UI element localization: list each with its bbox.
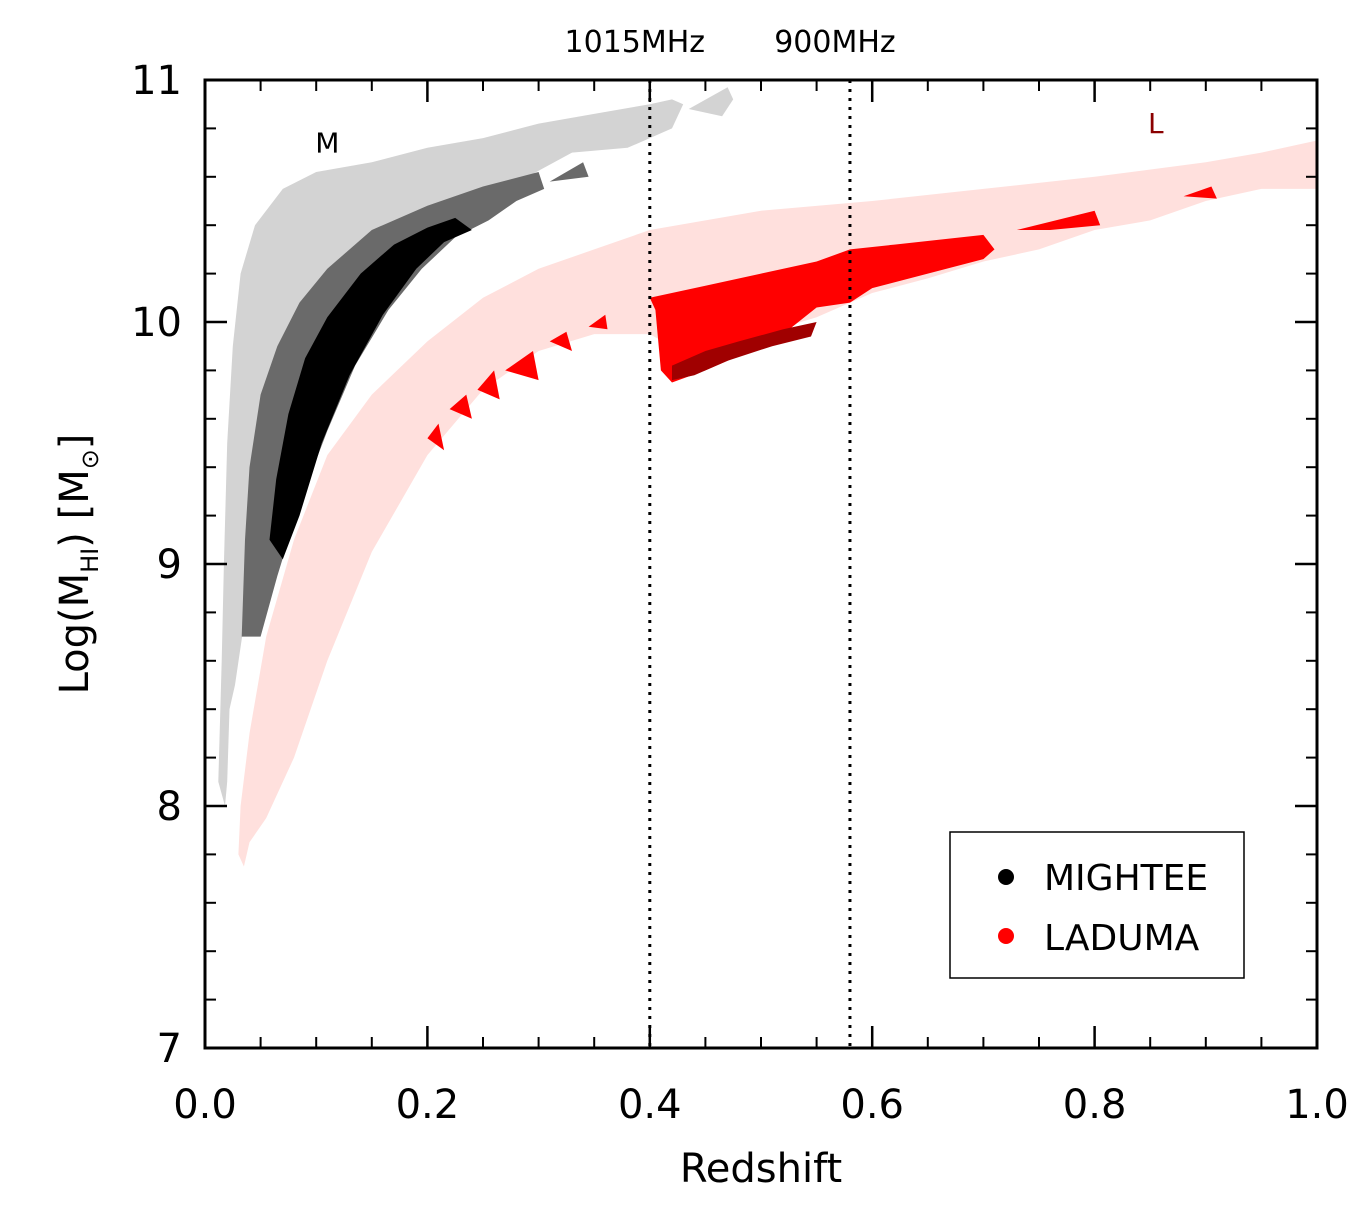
- mightee-region-mid-2: [241, 172, 545, 637]
- frequency-label-0: 1015MHz: [565, 25, 706, 60]
- frequency-label-1: 900MHz: [774, 25, 895, 60]
- laduma-region-outer-5: [238, 140, 1317, 867]
- mightee-region-outer-1: [688, 87, 734, 117]
- laduma-region-mid-13: [549, 331, 572, 351]
- y-tick-label-0: 7: [157, 1026, 182, 1072]
- laduma-region-mid-10: [449, 394, 472, 419]
- y-axis-title-suffix: ) [M: [52, 469, 98, 547]
- y-tick-label-2: 9: [157, 542, 182, 588]
- y-axis-title-close: ]: [52, 434, 98, 450]
- laduma-region-inner-15: [672, 322, 817, 381]
- y-tick-label-4: 11: [131, 58, 182, 104]
- laduma-region-mid-8: [1183, 186, 1217, 199]
- x-tick-label-4: 0.8: [1063, 1082, 1127, 1128]
- laduma-region-mid-14: [588, 314, 608, 330]
- axis-labels: 0.0 0.2 0.4 0.6 0.8 1.0 7 8 9 10 11 M L: [131, 58, 1349, 1128]
- y-axis-title-symbol: ⊙: [76, 449, 104, 469]
- laduma-region-mid-7: [1016, 210, 1101, 230]
- laduma-region-mid-9: [427, 423, 445, 451]
- frequency-markers: 1015MHz 900MHz: [565, 25, 896, 1048]
- region-label-1: L: [1148, 107, 1164, 140]
- x-axis-title: Redshift: [680, 1146, 842, 1192]
- legend: MIGHTEE LADUMA: [949, 831, 1245, 979]
- laduma-region-mid-12: [505, 351, 539, 381]
- plot-frame: [203, 78, 1319, 1050]
- contour-regions: [218, 87, 1317, 867]
- legend-box: [949, 831, 1245, 979]
- legend-label-laduma: LADUMA: [1044, 918, 1200, 959]
- legend-label-mightee: MIGHTEE: [1044, 858, 1208, 899]
- x-tick-label-3: 0.6: [840, 1082, 904, 1128]
- mightee-region-mid-3: [549, 162, 589, 182]
- region-label-0: M: [315, 127, 339, 160]
- mightee-region-inner-4: [269, 217, 472, 560]
- x-tick-label-1: 0.2: [396, 1082, 460, 1128]
- y-tick-label-1: 8: [157, 784, 182, 830]
- laduma-region-mid-11: [477, 370, 500, 400]
- x-tick-label-2: 0.4: [618, 1082, 682, 1128]
- y-axis-title-prefix: Log(M: [52, 573, 98, 695]
- y-axis-title-subscript: HI: [76, 548, 104, 573]
- legend-marker-mightee: [998, 869, 1014, 885]
- y-axis-title: Log(MHI) [M⊙]: [52, 434, 104, 695]
- y-tick-label-3: 10: [131, 300, 182, 346]
- x-tick-label-5: 1.0: [1285, 1082, 1349, 1128]
- x-tick-label-0: 0.0: [173, 1082, 237, 1128]
- legend-marker-laduma: [998, 928, 1014, 944]
